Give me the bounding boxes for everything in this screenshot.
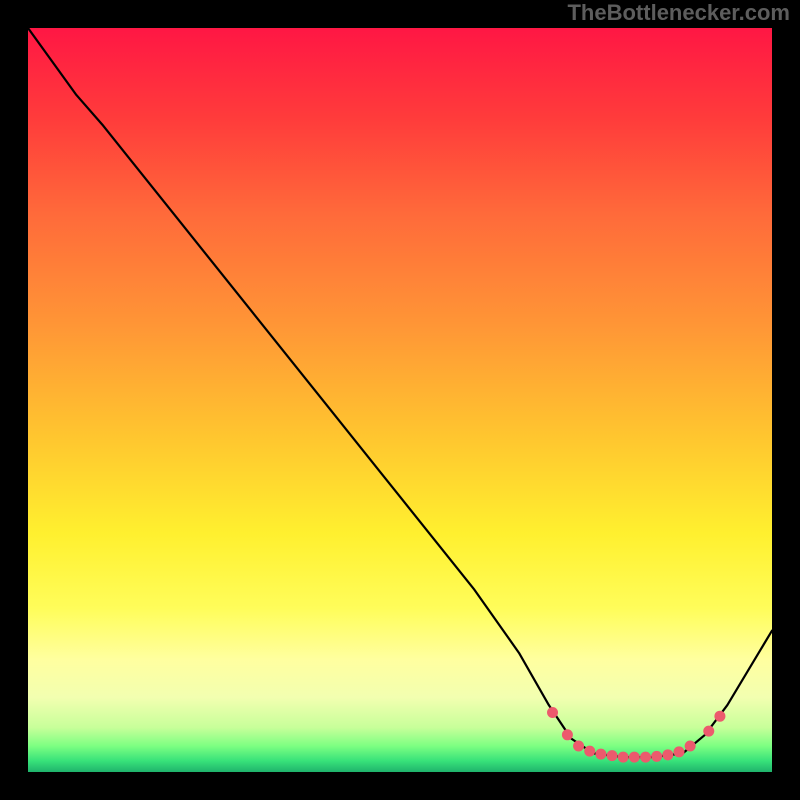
marker-point	[547, 707, 558, 718]
marker-point	[703, 726, 714, 737]
chart-container: TheBottlenecker.com	[0, 0, 800, 800]
marker-point	[629, 752, 640, 763]
marker-point	[562, 729, 573, 740]
marker-point	[662, 749, 673, 760]
marker-point	[674, 746, 685, 757]
marker-point	[584, 746, 595, 757]
marker-point	[607, 750, 618, 761]
marker-point	[595, 749, 606, 760]
marker-point	[618, 752, 629, 763]
marker-point	[651, 751, 662, 762]
marker-point	[714, 711, 725, 722]
marker-point	[573, 740, 584, 751]
chart-svg	[28, 28, 772, 772]
marker-point	[685, 740, 696, 751]
plot-background	[28, 28, 772, 772]
watermark-text: TheBottlenecker.com	[567, 0, 790, 26]
marker-point	[640, 752, 651, 763]
plot-area	[28, 28, 772, 772]
